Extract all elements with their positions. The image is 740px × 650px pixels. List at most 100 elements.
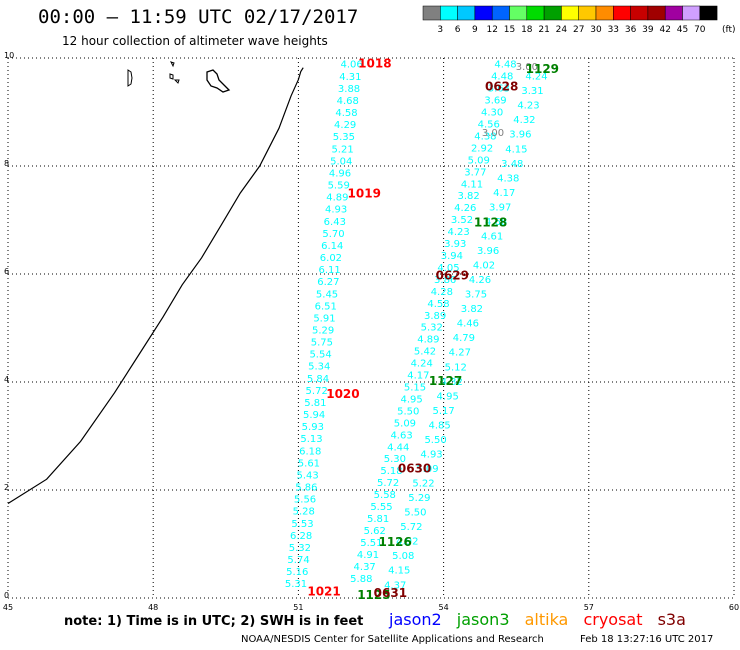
wave-height-value: 4.06 [341,60,363,71]
wave-height-value: 3.63 [488,84,510,95]
wave-height-value: 5.50 [424,435,446,446]
wave-height-value: 5.81 [367,514,389,525]
scale-swatch [699,5,718,21]
wave-height-value: 6.11 [319,265,341,276]
wave-height-value: 3.93 [444,239,466,250]
scale-label: 30 [590,25,602,35]
scale-unit: (ft) [722,25,736,35]
wave-height-value: 4.31 [339,72,361,83]
x-tick-label: 54 [439,603,449,612]
wave-height-value: 4.15 [505,144,527,155]
wave-height-value: 4.26 [469,275,491,286]
wave-height-value: 4.17 [493,188,515,199]
track-label: 1129 [526,62,559,76]
wave-height-value: 3.96 [509,130,531,141]
scale-label: 21 [538,25,549,35]
wave-height-value: 4.24 [525,72,547,83]
x-tick-label: 60 [729,603,739,612]
wave-height-value: 6.27 [317,277,339,288]
y-tick-label: 4 [4,375,9,384]
track-label: 0631 [374,586,407,600]
track-label: 0630 [398,462,431,476]
wave-height-value: 3.31 [521,86,543,97]
wave-height-value: 4.37 [384,580,406,591]
wave-height-value: 4.27 [449,348,471,359]
wave-height-value: 5.50 [404,508,426,519]
wave-height-value: 5.51 [360,538,382,549]
scale-label: 18 [521,25,533,35]
x-tick-label: 51 [293,603,303,612]
track-label: 1018 [358,57,391,71]
wave-height-value: 6.28 [290,531,312,542]
wave-height-value: 5.93 [302,422,324,433]
wave-height-value: 5.50 [397,406,419,417]
wave-height-value: 4.93 [325,205,347,216]
wave-height-value: 5.12 [445,362,467,373]
scale-label: 33 [608,25,619,35]
y-tick-label: 6 [4,267,9,276]
wave-height-value: 4.63 [390,430,412,441]
footer-note: note: 1) Time is in UTC; 2) SWH is in fe… [64,614,364,629]
coastline [7,67,304,505]
wave-height-value: 4.58 [335,108,357,119]
wave-height-value: 5.45 [316,289,338,300]
timestamp-text: Feb 18 13:27:16 UTC 2017 [580,634,714,645]
wave-height-value: 5.86 [295,483,317,494]
wave-height-value: 5.91 [313,313,335,324]
wave-height-value: 5.72 [377,478,399,489]
wave-height-value: 5.56 [294,495,316,506]
island-outline [169,61,180,84]
wave-height-value: 4.48 [494,60,516,71]
wave-height-value: 3.96 [477,246,499,257]
x-tick-label: 57 [584,603,594,612]
scale-label: 6 [455,25,461,35]
wave-height-value: 5.31 [285,579,307,590]
wave-height-value: 4.38 [474,131,496,142]
wave-height-value: 4.26 [454,203,476,214]
wave-height-value: 5.21 [331,144,353,155]
track-label: 1125 [357,588,390,602]
satellite-altika: altika [524,610,569,629]
y-tick-label: 8 [4,159,9,168]
wave-height-value: 5.30 [384,454,406,465]
wave-height-value: 4.92 [396,537,418,548]
wave-height-value: 4.15 [388,566,410,577]
scale-label: 39 [642,25,654,35]
wave-height-value: 4.95 [401,394,423,405]
track-label: 0629 [436,268,469,282]
page-title: 00:00 – 11:59 UTC 02/17/2017 [38,6,359,28]
wave-height-value: 5.34 [308,362,330,373]
wave-height-value: 4.28 [431,287,453,298]
wave-height-value: 3.00 [516,62,538,73]
wave-height-value: 3.77 [464,167,486,178]
wave-height-value: 3.97 [489,202,511,213]
wave-height-value: 5.13 [300,434,322,445]
wave-height-value: 5.62 [364,526,386,537]
wave-height-value: 4.30 [481,108,503,119]
wave-height-value: 5.35 [333,132,355,143]
wave-height-value: 4.44 [387,442,409,453]
wave-height-value: 4.32 [441,377,463,388]
wave-height-value: 5.74 [287,555,309,566]
wave-height-value: 3.94 [441,251,463,262]
satellite-jason3: jason3 [456,610,510,629]
wave-height-value: 4.68 [337,96,359,107]
wave-height-value: 4.32 [513,115,535,126]
scale-label: 24 [556,25,568,35]
wave-height-value: 4.95 [437,391,459,402]
scale-label: 36 [625,25,637,35]
wave-height-value: 5.29 [408,493,430,504]
wave-height-value: 5.28 [293,507,315,518]
y-tick-label: 2 [4,483,9,492]
wave-height-value: 3.86 [434,275,456,286]
wave-height-value: 4.37 [354,562,376,573]
scale-label: 27 [573,25,584,35]
wave-height-value: 6.43 [324,217,346,228]
scale-label: 45 [677,25,688,35]
wave-height-value: 5.75 [311,338,333,349]
scale-label: 9 [472,25,478,35]
wave-height-value: 4.56 [478,119,500,130]
wave-height-value: 6.18 [299,446,321,457]
wave-height-value: 4.79 [453,333,475,344]
